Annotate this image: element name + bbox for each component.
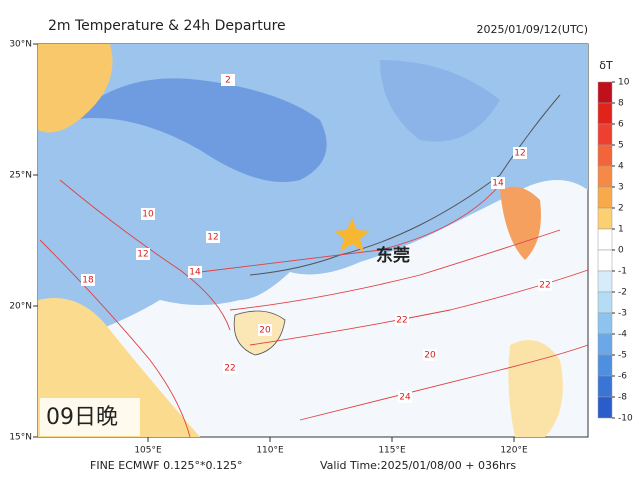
- contour-label: 2: [225, 76, 231, 86]
- map-panel: 东莞 09日晚: [37, 43, 589, 438]
- colorbar-segment: [597, 375, 613, 398]
- colorbar-label: 1: [618, 225, 624, 235]
- colorbar-label: 2: [618, 204, 624, 214]
- contour-label: 24: [399, 393, 411, 403]
- colorbar-segment: [597, 333, 613, 356]
- colorbar-label: 10: [618, 78, 630, 88]
- colorbar-label: -2: [618, 288, 627, 298]
- colorbar-label: -10: [618, 414, 633, 424]
- colorbar-label: -3: [618, 309, 627, 319]
- contour-label-bg: [136, 248, 150, 260]
- contour-label: 18: [82, 276, 94, 286]
- contour-label-bg: [491, 177, 505, 189]
- contour-label-bg: [81, 274, 95, 286]
- contour-label: 22: [396, 316, 407, 326]
- colorbar-segment: [597, 207, 613, 230]
- warm-anomaly: [38, 44, 113, 133]
- contour-label-bg: [423, 349, 437, 361]
- colorbar-label: 8: [618, 99, 624, 109]
- model-label: FINE ECMWF 0.125°*0.125°: [90, 459, 243, 472]
- colorbar-segment: [597, 270, 613, 293]
- lat-label: 25°N: [9, 171, 32, 181]
- colorbar-segment: [597, 123, 613, 146]
- contour-label-bg: [206, 231, 220, 243]
- colorbar-segment: [597, 165, 613, 188]
- lat-label: 30°N: [9, 40, 32, 50]
- contour-label: 20: [424, 351, 436, 361]
- lon-label: 115°E: [378, 446, 406, 456]
- lon-label: 120°E: [500, 446, 528, 456]
- contour-label: 22: [224, 364, 235, 374]
- valid-label: Valid Time:2025/01/08/00 + 036hrs: [320, 459, 516, 472]
- contour-label-bg: [398, 391, 412, 403]
- colorbar-segment: [597, 396, 613, 419]
- lat-label: 15°N: [9, 433, 32, 443]
- colorbar-segment: [597, 228, 613, 251]
- colorbar-label: -4: [618, 330, 627, 340]
- contour-label-bg: [223, 362, 237, 374]
- colorbar-segment: [597, 186, 613, 209]
- contour-label: 12: [137, 250, 148, 260]
- colorbar-label: -8: [618, 393, 627, 403]
- city-label: 东莞: [376, 245, 410, 266]
- contour-label-bg: [221, 74, 235, 86]
- colorbar-label: -6: [618, 372, 627, 382]
- colorbar-label: -1: [618, 267, 627, 277]
- contour-label: 14: [189, 268, 201, 278]
- contour-label-bg: [395, 314, 409, 326]
- contour-label-bg: [141, 208, 155, 220]
- city-star: [334, 218, 370, 252]
- colorbar-label: 6: [618, 120, 624, 130]
- lon-label: 105°E: [134, 446, 162, 456]
- contour-label: 12: [207, 233, 218, 243]
- colorbar-title: δT: [599, 59, 613, 72]
- contour-label-bg: [513, 147, 527, 159]
- strong-cold-anomaly: [70, 78, 327, 182]
- contour-label: 14: [492, 179, 504, 189]
- contour-label: 20: [259, 326, 271, 336]
- contour-label: 10: [142, 210, 154, 220]
- cold-anomaly-east: [380, 60, 500, 142]
- lat-label: 20°N: [9, 302, 32, 312]
- contour-label-bg: [188, 266, 202, 278]
- title: 2m Temperature & 24h Departure: [48, 18, 286, 34]
- contour-label: 12: [514, 149, 525, 159]
- colorbar-segment: [597, 81, 613, 104]
- colorbar-segment: [597, 354, 613, 377]
- contour-label-bg: [538, 279, 552, 291]
- lon-label: 110°E: [256, 446, 284, 456]
- colorbar-segment: [597, 144, 613, 167]
- panel-label-box: [40, 398, 140, 436]
- valid-time: 2025/01/09/12(UTC): [477, 23, 589, 36]
- colorbar-segment: [597, 249, 613, 272]
- colorbar-label: 3: [618, 183, 624, 193]
- colorbar-label: 4: [618, 162, 624, 172]
- colorbar-label: 5: [618, 141, 624, 151]
- colorbar-segment: [597, 291, 613, 314]
- coastline: [249, 94, 561, 276]
- contour-label-bg: [258, 324, 272, 336]
- colorbar-segment: [597, 312, 613, 335]
- taiwan-anomaly: [500, 186, 541, 260]
- contour-label: 22: [539, 281, 550, 291]
- colorbar-label: -5: [618, 351, 627, 361]
- philippines-anomaly: [508, 340, 563, 437]
- panel-label: 09日晚: [46, 405, 118, 430]
- colorbar-segment: [597, 102, 613, 125]
- colorbar-label: 0: [618, 246, 624, 256]
